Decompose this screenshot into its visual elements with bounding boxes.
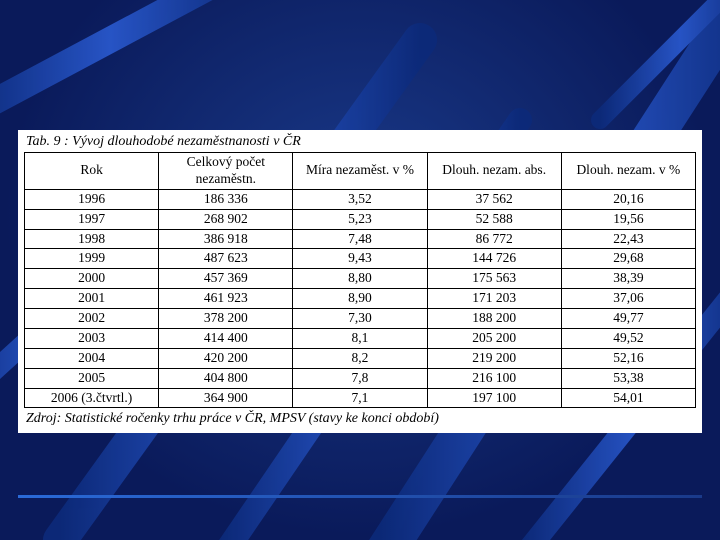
cell-long_pct: 52,16	[561, 348, 695, 368]
cell-total: 386 918	[159, 229, 293, 249]
table-row: 2004420 2008,2219 20052,16	[25, 348, 696, 368]
cell-rate: 7,48	[293, 229, 427, 249]
cell-year: 1998	[25, 229, 159, 249]
cell-total: 364 900	[159, 388, 293, 408]
cell-total: 487 623	[159, 249, 293, 269]
cell-long_abs: 144 726	[427, 249, 561, 269]
accent-underline	[18, 495, 702, 498]
cell-long_pct: 49,52	[561, 328, 695, 348]
table-row: 2005404 8007,8216 10053,38	[25, 368, 696, 388]
cell-long_abs: 205 200	[427, 328, 561, 348]
table-row: 2006 (3.čtvrtl.)364 9007,1197 10054,01	[25, 388, 696, 408]
cell-total: 378 200	[159, 309, 293, 329]
cell-year: 2003	[25, 328, 159, 348]
cell-total: 461 923	[159, 289, 293, 309]
unemployment-table: Rok Celkový počet nezaměstn. Míra nezamě…	[24, 152, 696, 408]
cell-rate: 8,2	[293, 348, 427, 368]
cell-long_abs: 171 203	[427, 289, 561, 309]
cell-long_pct: 54,01	[561, 388, 695, 408]
table-row: 1999487 6239,43144 72629,68	[25, 249, 696, 269]
cell-long_abs: 52 588	[427, 209, 561, 229]
cell-total: 268 902	[159, 209, 293, 229]
cell-year: 2002	[25, 309, 159, 329]
cell-long_pct: 19,56	[561, 209, 695, 229]
cell-rate: 8,80	[293, 269, 427, 289]
cell-total: 414 400	[159, 328, 293, 348]
col-header-long-abs: Dlouh. nezam. abs.	[427, 153, 561, 190]
cell-long_abs: 175 563	[427, 269, 561, 289]
col-header-year: Rok	[25, 153, 159, 190]
cell-long_abs: 188 200	[427, 309, 561, 329]
table-row: 2000457 3698,80175 56338,39	[25, 269, 696, 289]
cell-long_pct: 49,77	[561, 309, 695, 329]
table-title: Tab. 9 : Vývoj dlouhodobé nezaměstnanost…	[24, 134, 696, 150]
table-row: 2003414 4008,1205 20049,52	[25, 328, 696, 348]
cell-year: 2006 (3.čtvrtl.)	[25, 388, 159, 408]
table-source: Zdroj: Statistické ročenky trhu práce v …	[24, 411, 696, 427]
cell-year: 2000	[25, 269, 159, 289]
cell-year: 2001	[25, 289, 159, 309]
table-row: 1997268 9025,2352 58819,56	[25, 209, 696, 229]
cell-long_pct: 37,06	[561, 289, 695, 309]
cell-long_pct: 20,16	[561, 189, 695, 209]
cell-long_abs: 216 100	[427, 368, 561, 388]
cell-long_abs: 197 100	[427, 388, 561, 408]
cell-year: 1999	[25, 249, 159, 269]
cell-rate: 9,43	[293, 249, 427, 269]
col-header-total: Celkový počet nezaměstn.	[159, 153, 293, 190]
cell-long_abs: 37 562	[427, 189, 561, 209]
cell-long_abs: 219 200	[427, 348, 561, 368]
cell-year: 1997	[25, 209, 159, 229]
cell-long_pct: 29,68	[561, 249, 695, 269]
table-row: 1996186 3363,5237 56220,16	[25, 189, 696, 209]
col-header-long-pct: Dlouh. nezam. v %	[561, 153, 695, 190]
cell-rate: 3,52	[293, 189, 427, 209]
cell-rate: 5,23	[293, 209, 427, 229]
table-row: 2001461 9238,90171 20337,06	[25, 289, 696, 309]
cell-long_abs: 86 772	[427, 229, 561, 249]
table-row: 1998386 9187,4886 77222,43	[25, 229, 696, 249]
cell-long_pct: 22,43	[561, 229, 695, 249]
cell-total: 404 800	[159, 368, 293, 388]
cell-total: 457 369	[159, 269, 293, 289]
cell-year: 2005	[25, 368, 159, 388]
cell-long_pct: 53,38	[561, 368, 695, 388]
cell-rate: 7,1	[293, 388, 427, 408]
cell-rate: 8,1	[293, 328, 427, 348]
table-row: 2002378 2007,30188 20049,77	[25, 309, 696, 329]
cell-rate: 7,8	[293, 368, 427, 388]
cell-year: 1996	[25, 189, 159, 209]
cell-rate: 7,30	[293, 309, 427, 329]
cell-rate: 8,90	[293, 289, 427, 309]
cell-long_pct: 38,39	[561, 269, 695, 289]
cell-year: 2004	[25, 348, 159, 368]
cell-total: 420 200	[159, 348, 293, 368]
table-header-row: Rok Celkový počet nezaměstn. Míra nezamě…	[25, 153, 696, 190]
cell-total: 186 336	[159, 189, 293, 209]
col-header-rate: Míra nezaměst. v %	[293, 153, 427, 190]
table-panel: Tab. 9 : Vývoj dlouhodobé nezaměstnanost…	[18, 130, 702, 433]
